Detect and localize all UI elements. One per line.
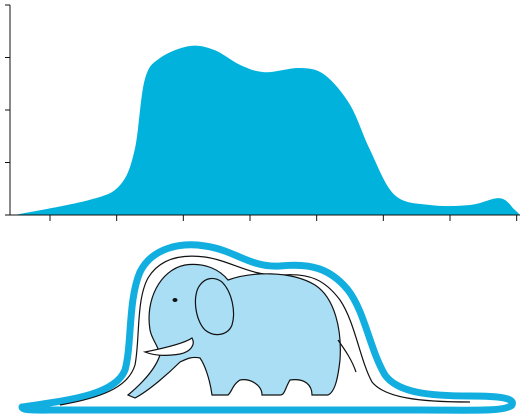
elephant-drawing: [18, 241, 516, 414]
boa-outline: [18, 241, 516, 414]
elephant-eye: [172, 298, 178, 302]
elephant-tusk: [142, 337, 194, 356]
boa-inner-line: [59, 255, 471, 406]
elephant-tail: [337, 339, 357, 373]
elephant: [126, 263, 341, 399]
plot-area: [5, 4, 520, 221]
area: [14, 45, 520, 215]
elephant-ear: [194, 277, 235, 336]
